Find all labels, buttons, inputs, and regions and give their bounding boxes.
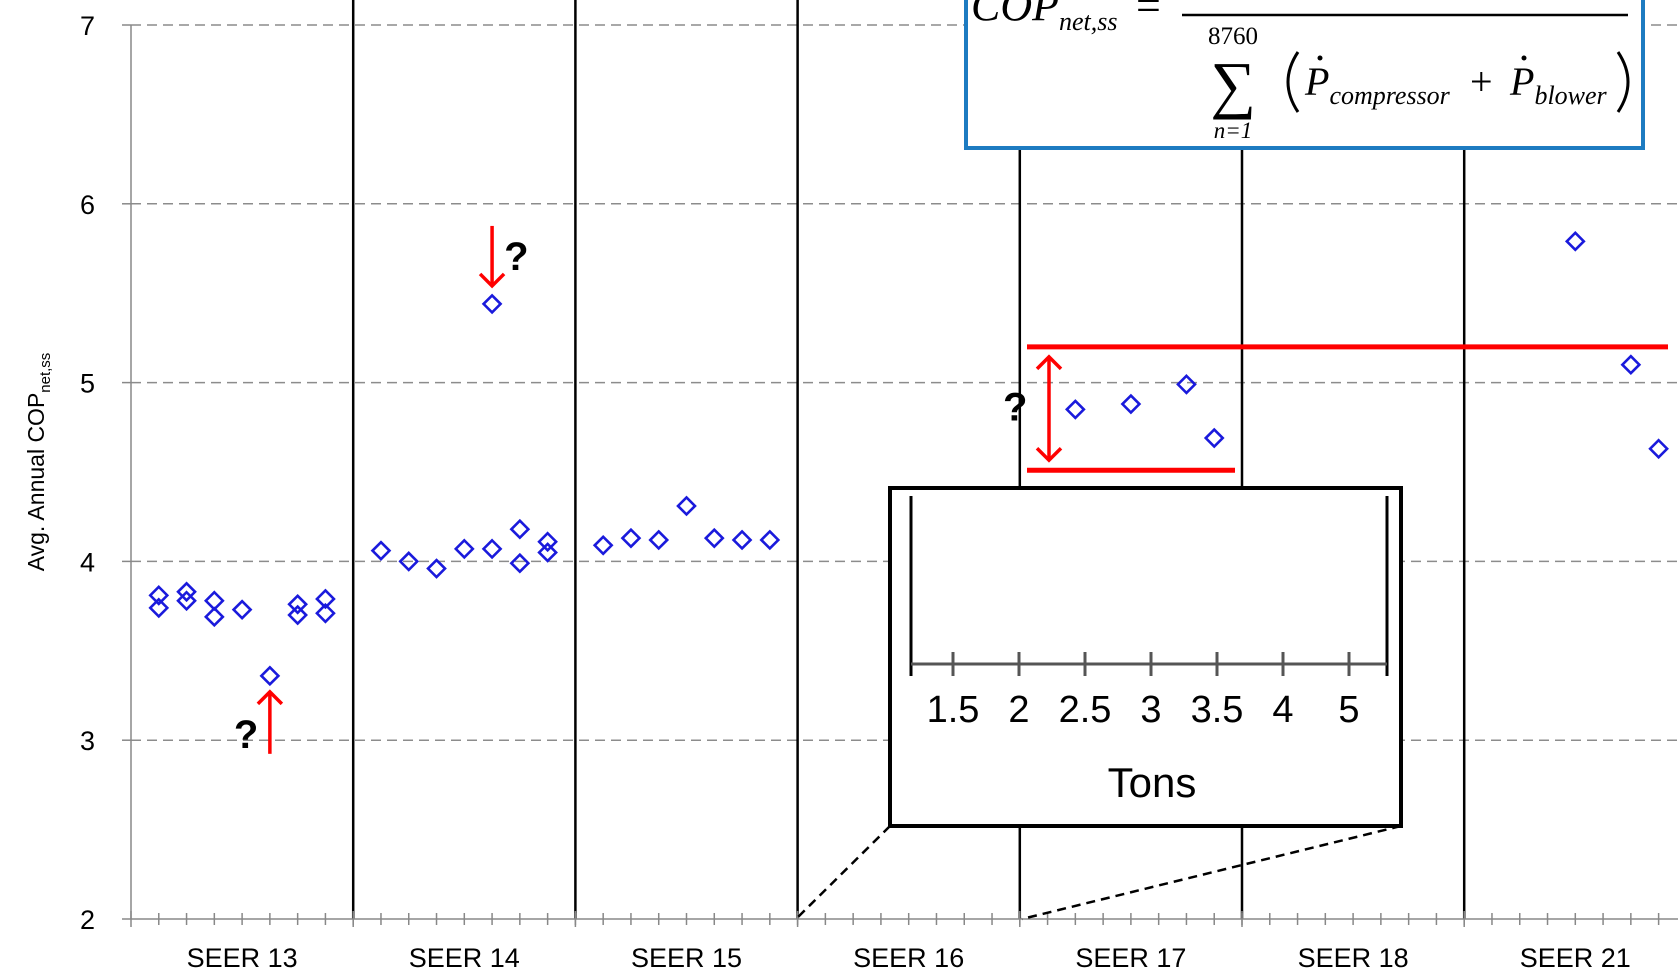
data-point — [648, 529, 670, 551]
outlier-low-question: ? — [234, 713, 258, 757]
x-tick-label: SEER 16 — [853, 943, 964, 973]
data-point — [287, 604, 308, 626]
data-point — [509, 518, 531, 540]
x-tick-label: SEER 14 — [409, 943, 520, 973]
inset-tick-label: 3.5 — [1191, 689, 1244, 731]
data-point — [620, 527, 642, 549]
term2-dot — [1521, 55, 1527, 61]
data-point — [703, 527, 725, 549]
formula-equals: = — [1136, 0, 1161, 30]
x-tick-labels: SEER 13 SEER 14 SEER 15 SEER 16 SEER 17 SEER … — [187, 943, 1631, 973]
x-tick-label: SEER 18 — [1298, 943, 1409, 973]
data-point — [592, 534, 614, 556]
data-point — [231, 599, 253, 621]
sum-upper: 8760 — [1208, 23, 1258, 50]
data-point — [1065, 399, 1086, 420]
x-tick-label: SEER 21 — [1520, 943, 1631, 973]
data-point — [398, 551, 420, 572]
outlier-high-question: ? — [504, 235, 528, 279]
y-axis-title-sub: net,ss — [37, 353, 54, 393]
data-point — [287, 593, 308, 615]
data-point — [203, 606, 225, 628]
data-point — [481, 538, 503, 560]
y-axis-title-main: Avg. Annual COP — [23, 393, 49, 572]
axes — [122, 24, 1678, 927]
formula-term1-sub: compressor — [1329, 81, 1450, 110]
data-point — [537, 531, 558, 553]
data-point — [1176, 374, 1197, 395]
left-paren — [1286, 51, 1300, 113]
svg-text:Pblower: Pblower — [1509, 59, 1608, 110]
inset-ticks: 1.5 2 2.5 3 3.5 4 5 — [927, 652, 1360, 731]
data-point — [481, 293, 503, 315]
data-point — [148, 597, 170, 619]
inset-tick-label: 2.5 — [1059, 689, 1112, 731]
inset-zoom-line-left — [795, 825, 891, 920]
formula-frame — [964, 0, 1645, 150]
data-point — [176, 581, 197, 603]
formula-lhs-sub: net,ss — [1059, 7, 1118, 36]
data-point — [1620, 354, 1642, 376]
data-point — [453, 538, 475, 560]
outlier-low-arrowhead — [256, 689, 284, 706]
band-arrowhead-up — [1035, 354, 1063, 371]
svg-text:COPnet,ss: COPnet,ss — [971, 0, 1118, 36]
y-axis-title: Avg. Annual COPnet,ss — [23, 353, 54, 572]
inset-box: 1.5 2 2.5 3 3.5 4 5 Tons — [795, 486, 1403, 921]
term1-dot — [1317, 55, 1323, 61]
inset-tick-label: 4 — [1272, 689, 1293, 731]
data-point — [315, 602, 336, 624]
right-paren — [1616, 51, 1630, 113]
data-point — [176, 590, 197, 612]
formula-plus: + — [1470, 59, 1493, 104]
inset-label: Tons — [1108, 759, 1197, 806]
inset-tick-label: 2 — [1008, 689, 1029, 731]
data-point — [759, 529, 781, 551]
data-point — [1564, 231, 1586, 252]
formula-lhs-main: COP — [971, 0, 1059, 30]
data-point — [1203, 427, 1225, 449]
data-point — [315, 588, 336, 610]
y-tick-label: 2 — [80, 905, 95, 935]
data-point — [731, 529, 753, 551]
annotations: ??? — [234, 225, 1668, 757]
band-question: ? — [1003, 386, 1027, 430]
y-tick-label: 6 — [80, 190, 95, 220]
x-tick-label: SEER 13 — [187, 943, 298, 973]
data-point — [1120, 393, 1142, 415]
data-point — [148, 585, 170, 606]
y-tick-label: 3 — [80, 726, 95, 756]
y-tick-labels: 2 3 4 5 6 7 — [80, 11, 95, 935]
data-point — [259, 665, 281, 687]
formula-box: COPnet,ss = 8760 ∑ n=1 Pcompressor + Pbl… — [964, 0, 1645, 150]
y-tick-label: 7 — [80, 11, 95, 41]
y-tick-label: 5 — [80, 369, 95, 399]
inset-tick-label: 5 — [1338, 689, 1359, 731]
formula-term2-sub: blower — [1534, 81, 1607, 110]
inset-tick-label: 1.5 — [927, 689, 980, 731]
inset-zoom-line-right — [1021, 824, 1402, 921]
formula-term1: P — [1304, 59, 1329, 104]
sum-lower: n=1 — [1214, 118, 1253, 143]
data-point — [370, 540, 392, 562]
x-tick-label: SEER 17 — [1075, 943, 1186, 973]
data-point — [509, 552, 531, 574]
svg-text:Pcompressor: Pcompressor — [1304, 59, 1451, 110]
data-point — [537, 542, 558, 563]
data-point — [426, 558, 447, 579]
band-arrowhead-down — [1035, 446, 1063, 463]
outlier-high-arrowhead — [478, 272, 506, 289]
inset-tick-label: 3 — [1140, 689, 1161, 731]
formula-term2: P — [1509, 59, 1534, 104]
sum-symbol: ∑ — [1210, 49, 1256, 120]
x-tick-label: SEER 15 — [631, 943, 742, 973]
data-point — [676, 495, 697, 517]
data-points — [148, 231, 1669, 687]
grid-lines — [131, 24, 1678, 741]
inset-frame — [888, 486, 1403, 828]
data-point — [1648, 438, 1669, 460]
y-tick-label: 4 — [80, 547, 95, 577]
